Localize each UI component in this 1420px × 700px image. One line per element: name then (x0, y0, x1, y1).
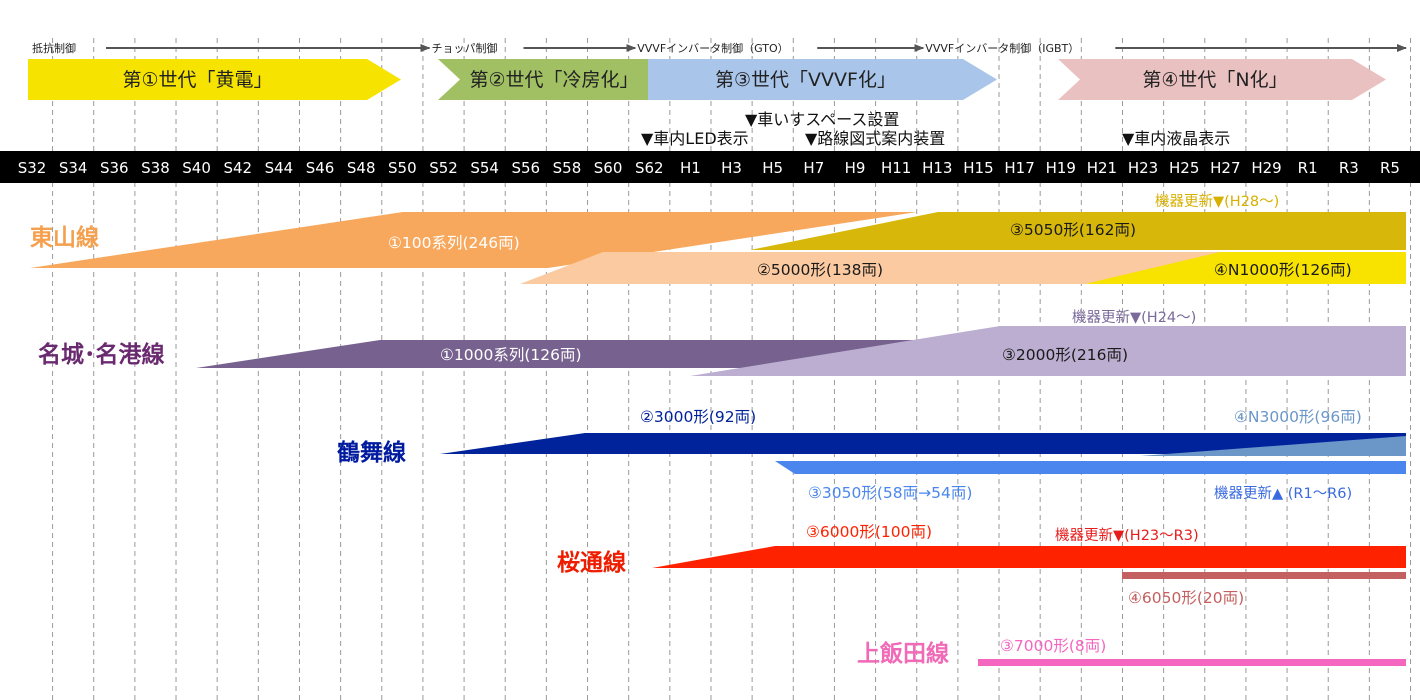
series-label-meijo-1000: ①1000系列(126両) (440, 346, 582, 364)
note-tsurumai-renewal: 機器更新▲ (R1～R6) (1214, 485, 1352, 502)
equipment-events: ▼車いすスペース設置▼車内LED表示 ▼路線図式案内装置 ▼車内液晶表示 (641, 110, 1230, 148)
series-label-higashiyama-100: ①100系列(246両) (388, 234, 520, 252)
year-tick-bar: S32 S34 S36 S38 S40 S42 S44 S46 S48 S50 S52 S54 S56 S… (0, 151, 1420, 183)
series-label-higashiyama-5050: ③5050形(162両) (1010, 221, 1136, 239)
generation-label-3: 第③世代「VVVF化」 (715, 69, 896, 91)
event-label-3: ▼車内液晶表示 (1122, 129, 1230, 148)
generation-bands: 第①世代「黄電」 第②世代「冷房化」 第③世代「VVVF化」 第④世代「N化」 (28, 59, 1386, 100)
tick-label-r5: R5 (1380, 159, 1400, 177)
tick-label-h27: H27 (1210, 159, 1240, 177)
tick-label-s46: S46 (306, 159, 335, 177)
tick-label-s34: S34 (59, 159, 88, 177)
series-label-tsurumai-n3000: ④N3000形(96両) (1234, 408, 1362, 426)
tick-label-s44: S44 (265, 159, 294, 177)
series-label-sakuradori-6050: ④6050形(20両) (1128, 589, 1244, 607)
generation-label-1: 第①世代「黄電」 (122, 69, 272, 91)
shape-tsurumai-n3000 (1140, 436, 1406, 456)
tick-label-s50: S50 (388, 159, 417, 177)
tick-label-s52: S52 (429, 159, 458, 177)
tick-label-h9: H9 (845, 159, 866, 177)
shape-kamiiida-7000 (978, 659, 1406, 666)
tick-label-h23: H23 (1128, 159, 1158, 177)
tick-label-h21: H21 (1087, 159, 1117, 177)
tick-label-h5: H5 (762, 159, 783, 177)
tick-label-s40: S40 (182, 159, 211, 177)
generation-band-2 (438, 59, 684, 100)
tick-label-h17: H17 (1004, 159, 1034, 177)
shape-higashiyama-n1000 (1085, 252, 1406, 284)
line-name-3: 桜通線 (557, 549, 626, 576)
control-method-label-2: VVVFインバータ制御（GTO） (637, 41, 788, 55)
control-method-label-1: チョッパ制御 (432, 41, 498, 55)
series-label-higashiyama-n1000: ④N1000形(126両) (1214, 261, 1352, 279)
series-label-meijo-2000: ③2000形(216両) (1002, 346, 1128, 364)
shape-sakuradori-6000 (652, 546, 1406, 568)
tick-bar-background (0, 151, 1420, 183)
series-label-sakuradori-6000: ③6000形(100両) (806, 523, 932, 541)
event-label-2: ▼路線図式案内装置 (805, 129, 945, 148)
tick-label-s42: S42 (223, 159, 252, 177)
tick-label-s54: S54 (470, 159, 499, 177)
tick-label-s36: S36 (100, 159, 129, 177)
tick-label-h1: H1 (680, 159, 701, 177)
tick-label-s56: S56 (511, 159, 540, 177)
series-label-tsurumai-3050: ③3050形(58両→54両) (808, 484, 972, 502)
series-label-higashiyama-5000: ②5000形(138両) (757, 261, 883, 279)
event-label-1: ▼車内LED表示 (641, 129, 749, 148)
tick-label-s48: S48 (347, 159, 376, 177)
tick-label-h25: H25 (1169, 159, 1199, 177)
note-meijo-renewal: 機器更新▼(H24～) (1072, 309, 1196, 326)
note-higashiyama-renewal: 機器更新▼(H28～) (1155, 193, 1279, 210)
note-sakuradori-renewal: 機器更新▼(H23～R3) (1055, 527, 1199, 544)
shape-meijo-1000 (196, 340, 917, 368)
shape-sakuradori-6050 (1122, 572, 1406, 579)
tick-label-h15: H15 (963, 159, 993, 177)
control-method-label-3: VVVFインバータ制御（IGBT） (925, 41, 1079, 55)
tick-label-s58: S58 (553, 159, 582, 177)
fleet-shapes (30, 212, 1406, 666)
tick-label-h29: H29 (1251, 159, 1281, 177)
vertical-gridlines (52, 38, 1412, 700)
tick-label-r1: R1 (1298, 159, 1318, 177)
generation-band-3 (648, 59, 997, 100)
control-methods: 抵抗制御 チョッパ制御 VVVFインバータ制御（GTO） VVVFインバータ制御（IG… (32, 41, 1407, 55)
tick-label-h13: H13 (922, 159, 952, 177)
tick-label-h7: H7 (803, 159, 824, 177)
generation-band-1 (28, 59, 401, 100)
event-label-0: ▼車いすスペース設置 (745, 110, 899, 129)
shape-meijo-2000 (690, 326, 1406, 376)
line-name-1: 名城･名港線 (38, 341, 165, 368)
shape-higashiyama-100 (30, 212, 917, 268)
tick-label-s62: S62 (635, 159, 664, 177)
generation-label-2: 第②世代「冷房化」 (469, 69, 638, 91)
tick-label-h11: H11 (881, 159, 911, 177)
line-name-2: 鶴舞線 (337, 439, 406, 466)
line-name-4: 上飯田線 (857, 640, 949, 667)
shape-tsurumai-3050 (775, 461, 1406, 474)
tick-label-r3: R3 (1339, 159, 1359, 177)
series-label-kamiiida-7000: ③7000形(8両) (1000, 637, 1106, 655)
control-method-label-0: 抵抗制御 (32, 41, 76, 55)
tick-label-s38: S38 (141, 159, 170, 177)
shape-higashiyama-5050 (750, 212, 1406, 250)
tick-label-s60: S60 (594, 159, 623, 177)
line-name-0: 東山線 (30, 224, 99, 251)
tick-label-h3: H3 (721, 159, 742, 177)
shape-tsurumai-3000 (440, 433, 1406, 454)
generation-label-4: 第④世代「N化」 (1142, 69, 1287, 91)
tick-label-h19: H19 (1046, 159, 1076, 177)
series-label-tsurumai-3000: ②3000形(92両) (640, 408, 756, 426)
generation-band-4 (1058, 59, 1386, 100)
tick-label-s32: S32 (18, 159, 47, 177)
